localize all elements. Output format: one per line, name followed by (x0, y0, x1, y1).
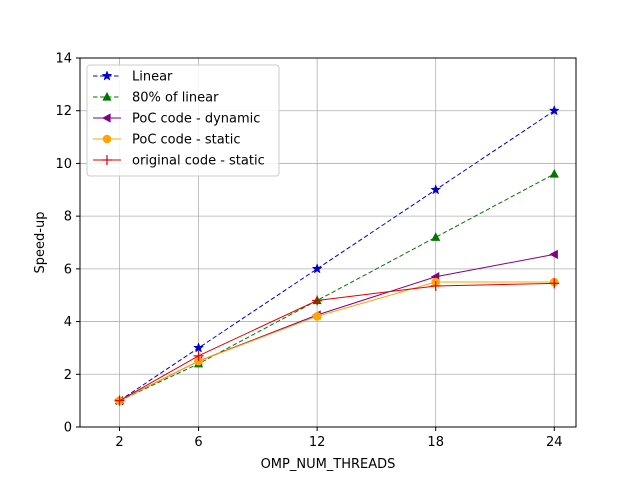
data-point (114, 395, 125, 406)
plot-frame (79, 57, 577, 428)
legend-label: original code - static (132, 154, 265, 169)
legend-marker (102, 92, 112, 101)
y-tick-label: 12 (55, 104, 72, 119)
legend-marker (102, 155, 112, 165)
legend: Linear 80% of linear PoC code - dynamic PoC… (86, 64, 280, 177)
y-axis-label: Speed-up (33, 212, 48, 274)
data-point (312, 312, 322, 321)
data-point (194, 356, 203, 366)
y-tick-label: 14 (55, 52, 72, 67)
data-point (193, 342, 204, 353)
y-tick-label: 6 (64, 262, 72, 277)
x-axis-label: OMP_NUM_THREADS (261, 457, 396, 472)
y-tick-label: 8 (64, 210, 72, 225)
grid (80, 57, 576, 428)
data-point (548, 104, 560, 116)
data-point (549, 278, 560, 289)
data-point (430, 280, 441, 291)
data-point (430, 184, 442, 195)
y-tick-label: 4 (64, 315, 72, 330)
legend-label: PoC code - dynamic (132, 112, 260, 127)
legend-box (86, 64, 280, 177)
legend-label: 80% of linear (132, 91, 219, 106)
series-4 (114, 278, 560, 406)
legend-marker (101, 70, 113, 81)
data-point (549, 249, 558, 259)
x-tick-label: 18 (427, 435, 444, 450)
y-tick-label: 0 (64, 421, 72, 436)
legend-label: Linear (132, 70, 173, 85)
data-point (549, 168, 559, 178)
y-tick-label: 10 (55, 157, 72, 172)
legend-marker (102, 134, 112, 144)
x-tick-label: 24 (546, 435, 563, 450)
x-tick-label: 12 (309, 435, 326, 450)
series-line (119, 110, 555, 402)
series-layer (114, 104, 560, 406)
y-tick-label: 2 (64, 368, 72, 383)
legend-label: PoC code - static (132, 133, 241, 148)
data-point (312, 295, 323, 306)
x-tick-label: 6 (194, 435, 202, 450)
data-point (193, 350, 204, 361)
legend-marker (102, 113, 111, 123)
series-line (119, 173, 555, 402)
x-tick-label: 2 (115, 435, 123, 450)
data-point (431, 232, 441, 241)
data-point (311, 263, 323, 274)
